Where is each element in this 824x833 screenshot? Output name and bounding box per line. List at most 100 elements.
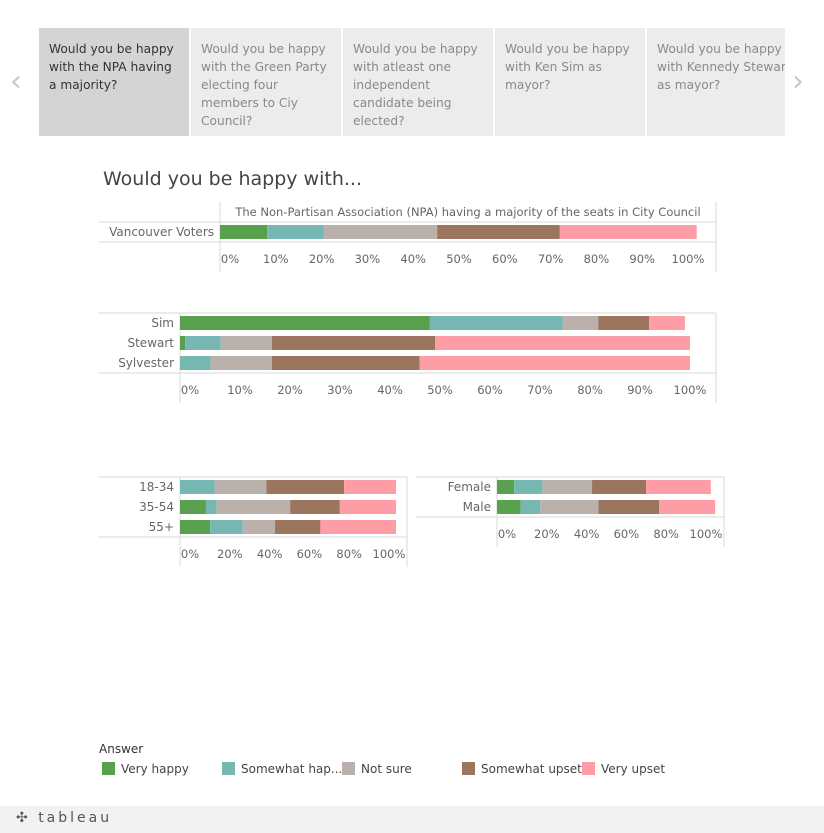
tick-label: 50%	[427, 383, 453, 397]
bar-segment	[323, 225, 438, 239]
tick-label: 40%	[400, 252, 426, 266]
tick-label: 40%	[574, 527, 600, 541]
tick-label: 0%	[181, 547, 199, 561]
next-arrow-icon[interactable]: ›	[792, 64, 804, 99]
bar-segment	[205, 500, 217, 514]
tick-label: 60%	[614, 527, 640, 541]
legend-label: Somewhat upset	[481, 762, 582, 776]
tick-label: 20%	[309, 252, 335, 266]
legend-label: Very upset	[601, 762, 666, 776]
bar-segment	[659, 500, 716, 514]
tab-green-party[interactable]: Would you be happy with the Green Party …	[191, 28, 341, 136]
legend-title: Answer	[99, 742, 144, 756]
legend-swatch	[582, 762, 595, 775]
tick-label: 90%	[629, 252, 655, 266]
bar-segment	[598, 316, 650, 330]
tick-label: 40%	[377, 383, 403, 397]
tab-ken-sim[interactable]: Would you be happy with Ken Sim as mayor…	[495, 28, 645, 136]
prev-arrow-icon[interactable]: ‹	[10, 64, 22, 99]
tick-label: 70%	[538, 252, 564, 266]
bar-segment	[339, 500, 396, 514]
bar-segment	[220, 336, 272, 350]
tick-label: 0%	[181, 383, 199, 397]
question-tabs: Would you be happy with the NPA having a…	[39, 28, 785, 136]
footer-bar: ✣ tableau	[0, 806, 824, 833]
category-label: Vancouver Voters	[109, 225, 214, 239]
tab-kennedy-stewart[interactable]: Would you be happy with Kennedy Stewart …	[647, 28, 785, 136]
tick-label: 80%	[577, 383, 603, 397]
legend-item-somewhat-upset[interactable]: Somewhat upset	[462, 762, 582, 776]
category-label: Stewart	[127, 336, 174, 350]
tick-label: 100%	[373, 547, 406, 561]
tick-label: 10%	[227, 383, 253, 397]
tableau-logo[interactable]: ✣ tableau	[16, 810, 112, 826]
legend-item-somewhat-happy[interactable]: Somewhat hap...	[222, 762, 342, 776]
bar-segment	[266, 480, 345, 494]
bar-segment	[592, 480, 647, 494]
bar-segment	[220, 225, 268, 239]
chart-3: 18-34 35-54 55+ 0% 20% 40% 60% 80% 100%	[99, 476, 408, 567]
bar-segment	[598, 500, 659, 514]
legend-item-very-upset[interactable]: Very upset	[582, 762, 665, 776]
bar-segment	[497, 500, 521, 514]
bar-segment	[180, 316, 430, 330]
chart-1: The Non-Partisan Association (NPA) havin…	[99, 202, 717, 272]
bar-segment	[514, 480, 543, 494]
tableau-plus-icon: ✣	[16, 810, 31, 826]
bar-segment	[540, 500, 599, 514]
bar-segment	[216, 500, 291, 514]
tick-label: 0%	[498, 527, 516, 541]
bar-segment	[180, 336, 186, 350]
bar-segment	[646, 480, 711, 494]
bar-segment	[429, 316, 563, 330]
tick-label: 40%	[257, 547, 283, 561]
bar-segment	[435, 336, 690, 350]
bar-segment	[210, 520, 243, 534]
main-title: Would you be happy with...	[103, 168, 362, 190]
bar-segment	[344, 480, 396, 494]
legend-swatch	[102, 762, 115, 775]
tableau-wordmark: tableau	[38, 810, 113, 826]
category-label: Sylvester	[118, 356, 174, 370]
chart-header: The Non-Partisan Association (NPA) havin…	[234, 205, 700, 219]
legend-item-very-happy[interactable]: Very happy	[102, 762, 189, 776]
tab-npa-majority[interactable]: Would you be happy with the NPA having a…	[39, 28, 189, 136]
bar-segment	[275, 520, 321, 534]
category-label: Female	[448, 480, 491, 494]
bar-segment	[649, 316, 685, 330]
tick-label: 30%	[327, 383, 353, 397]
tick-label: 30%	[355, 252, 381, 266]
bar-segment	[271, 336, 435, 350]
bar-segment	[290, 500, 340, 514]
bar-segment	[320, 520, 396, 534]
legend-label: Not sure	[361, 762, 412, 776]
bar-segment	[562, 316, 599, 330]
bar-segment	[214, 480, 267, 494]
tick-label: 20%	[217, 547, 243, 561]
bar-segment	[520, 500, 541, 514]
legend-swatch	[222, 762, 235, 775]
tick-label: 100%	[672, 252, 705, 266]
legend-swatch	[342, 762, 355, 775]
category-label: Sim	[151, 316, 174, 330]
tick-label: 50%	[446, 252, 472, 266]
tick-label: 60%	[297, 547, 323, 561]
tick-label: 80%	[653, 527, 679, 541]
tick-label: 100%	[674, 383, 707, 397]
charts-canvas: The Non-Partisan Association (NPA) havin…	[99, 202, 725, 567]
bar-segment	[437, 225, 560, 239]
legend-item-not-sure[interactable]: Not sure	[342, 762, 412, 776]
chart-4: Female Male 0% 20% 40% 60% 80% 100%	[416, 476, 725, 547]
tick-label: 60%	[477, 383, 503, 397]
tick-label: 0%	[221, 252, 239, 266]
bar-segment	[180, 520, 211, 534]
tick-label: 90%	[627, 383, 653, 397]
tab-independent[interactable]: Would you be happy with atleast one inde…	[343, 28, 493, 136]
tick-label: 20%	[277, 383, 303, 397]
legend-label: Somewhat hap...	[241, 762, 343, 776]
bar-segment	[559, 225, 697, 239]
tick-label: 80%	[336, 547, 362, 561]
bar-segment	[267, 225, 324, 239]
bar-segment	[185, 336, 221, 350]
legend: Answer Very happy Somewhat hap... Not su…	[99, 742, 799, 782]
